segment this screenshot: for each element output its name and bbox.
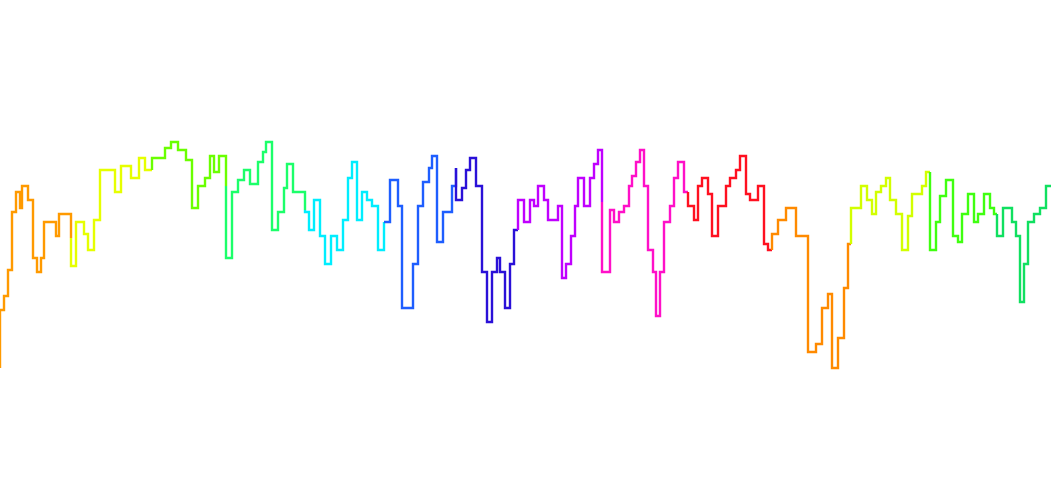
- waveform-segment-7: [454, 156, 518, 324]
- waveform-segment-11: [770, 206, 851, 370]
- waveform-segment-13: [928, 172, 997, 252]
- waveform-segment-8: [516, 148, 604, 280]
- waveform-segment-2: [69, 156, 152, 268]
- waveform-segment-14: [995, 184, 1051, 304]
- rainbow-step-waveform: [0, 140, 1051, 370]
- waveform-segment-10: [686, 154, 772, 252]
- waveform-segment-1: [0, 184, 73, 368]
- waveform-segment-4: [224, 140, 307, 260]
- waveform-segment-6: [384, 154, 458, 310]
- waveform-segment-3: [150, 140, 228, 210]
- waveform-segment-5: [303, 160, 386, 266]
- waveform-segment-12: [849, 170, 930, 252]
- waveform-segment-9: [600, 148, 688, 318]
